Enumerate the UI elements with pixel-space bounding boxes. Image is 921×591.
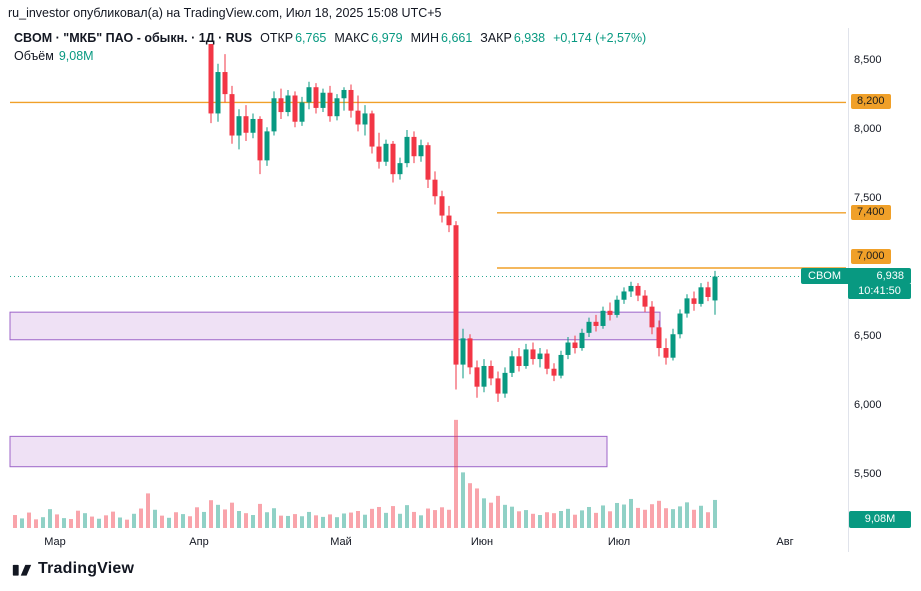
price-axis-label: 8,500 <box>854 54 882 66</box>
high-label: МАКС <box>334 31 370 45</box>
time-axis-label: Апр <box>189 536 209 548</box>
ohlc-low: МИН 6,661 <box>411 31 473 45</box>
hline-price-badge: 8,200 <box>851 94 891 110</box>
low-value: 6,661 <box>441 31 473 45</box>
time-axis[interactable]: Мар Апр Май Июн Июл Авг <box>0 536 848 550</box>
volume-bars <box>13 419 717 528</box>
volume-label: Объём <box>14 49 54 63</box>
chart-legend: CBOM · "МКБ" ПАО - обыкн. · 1Д · RUS ОТК… <box>14 31 646 63</box>
volume-axis-badge: 9,08M <box>849 511 911 528</box>
attribution-text: ru_investor опубликовал(а) на TradingVie… <box>8 6 442 20</box>
ohlc-high: МАКС 6,979 <box>334 31 402 45</box>
time-axis-label: Мар <box>44 536 66 548</box>
tradingview-logo-text: TradingView <box>38 560 135 577</box>
last-price-badge: CBOM 6,938 10:41:50 <box>801 268 911 299</box>
open-label: ОТКР <box>260 31 294 45</box>
close-label: ЗАКР <box>480 31 512 45</box>
change-value: +0,174 (+2,57%) <box>553 31 647 45</box>
candles <box>208 44 718 402</box>
close-value: 6,938 <box>513 31 546 45</box>
badge-symbol: CBOM <box>808 270 841 282</box>
support-zone[interactable] <box>9 435 608 468</box>
low-label: МИН <box>410 31 440 45</box>
price-axis-label: 5,500 <box>854 468 882 480</box>
price-axis-label: 7,500 <box>854 192 882 204</box>
ohlc-close: ЗАКР 6,938 <box>480 31 545 45</box>
open-value: 6,765 <box>295 31 327 45</box>
time-axis-label: Авг <box>776 536 794 548</box>
bar-countdown: 10:41:50 <box>848 284 911 299</box>
tradingview-logo[interactable]: TradingView <box>12 560 134 578</box>
time-axis-label: Июл <box>607 536 631 548</box>
hline-price-badge: 7,000 <box>851 249 891 264</box>
symbol-description[interactable]: CBOM · "МКБ" ПАО - обыкн. · 1Д · RUS <box>14 31 253 45</box>
hline-price-badge: 7,400 <box>851 204 891 220</box>
price-axis-label: 6,000 <box>854 399 882 411</box>
badge-price: 6,938 <box>876 270 904 282</box>
time-axis-label: Июн <box>470 536 494 548</box>
tradingview-mark-icon <box>12 564 32 576</box>
price-axis-label: 6,500 <box>854 330 882 342</box>
support-zone[interactable] <box>9 311 661 341</box>
ohlc-open: ОТКР 6,765 <box>260 31 326 45</box>
price-axis-label: 8,000 <box>854 123 882 135</box>
time-axis-label: Май <box>330 536 352 548</box>
high-value: 6,979 <box>371 31 403 45</box>
volume-value: 9,08M <box>58 49 94 63</box>
